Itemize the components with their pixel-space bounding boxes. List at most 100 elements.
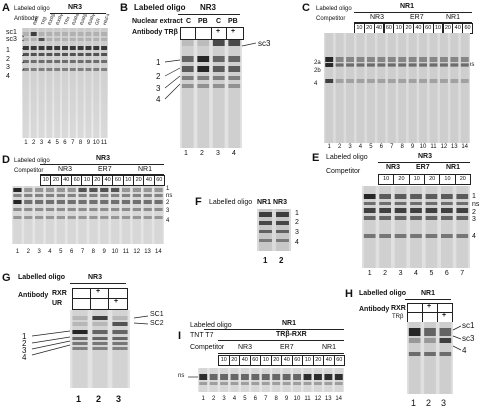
mark-ur: + <box>114 298 119 305</box>
row-ur: UR <box>52 300 63 307</box>
gel-band <box>419 57 428 62</box>
gel-band <box>22 53 29 56</box>
lane-number: 10 <box>293 396 301 402</box>
group-nr3: NR3 <box>58 166 73 173</box>
gel-band <box>111 186 120 244</box>
oligo-bar <box>405 299 451 300</box>
gel-band <box>425 234 438 238</box>
gel-band <box>78 188 87 192</box>
gel-band <box>259 221 272 225</box>
gel-band <box>78 216 87 219</box>
gel-band <box>408 352 421 356</box>
lane-number: 5 <box>59 249 63 255</box>
gel-band <box>62 53 68 56</box>
gel-band <box>261 382 270 385</box>
oligo-label: Labelled oligo <box>209 199 253 206</box>
gel-band <box>439 322 452 394</box>
gel-band <box>440 216 453 220</box>
gel-band <box>419 33 428 143</box>
panel-h: H Labelled oligo NR1 Antibody RXR TRβ + … <box>345 288 480 412</box>
oligo-label: Labeled oligo <box>134 3 186 12</box>
lane-number: 11 <box>430 144 437 150</box>
lane-number: 4 <box>48 249 52 255</box>
band-leaders <box>31 315 149 356</box>
gel-band <box>324 374 333 380</box>
gel-band <box>112 322 128 326</box>
gel-band <box>35 200 44 204</box>
gel-band <box>111 216 120 219</box>
gel-band <box>111 188 120 192</box>
gel-band <box>325 33 334 143</box>
lane-number: 7 <box>264 396 268 402</box>
gel-band <box>30 32 37 36</box>
gel-band <box>69 28 76 138</box>
lane-number: 4 <box>47 140 52 146</box>
gel-band <box>394 234 407 238</box>
gel-image <box>362 186 470 268</box>
gel-band <box>408 64 417 66</box>
gel-band <box>101 32 108 36</box>
gel-band <box>460 63 469 67</box>
lane-number: 8 <box>274 396 278 402</box>
band-3: 3 <box>156 84 161 93</box>
gel-band <box>132 208 141 211</box>
lane-number: 6 <box>69 249 74 255</box>
group-er7: ER7 <box>410 14 424 21</box>
band-3: 3 <box>472 216 476 223</box>
lane-numbers: 1 2 3 4 5 6 7 <box>362 270 470 277</box>
lane-number: 5 <box>243 396 247 402</box>
gel-band <box>38 28 45 138</box>
gel-band <box>456 234 469 238</box>
band-2: 2 <box>156 72 161 81</box>
gel-band <box>394 216 407 220</box>
gel-band <box>143 216 152 219</box>
gel-band <box>408 57 417 62</box>
gel-band <box>335 57 344 62</box>
antibody-label: Antibody <box>14 16 38 22</box>
gel-band <box>154 200 163 204</box>
gel-band <box>46 68 53 71</box>
band-sc1: sc1 <box>462 321 475 330</box>
amount-row: 10 20 40 60 10 20 40 60 10 20 40 60 <box>354 23 473 34</box>
gel-image <box>324 33 470 143</box>
gel-band <box>92 310 108 388</box>
gel-band <box>24 208 33 211</box>
lane-3: 3 <box>216 150 220 157</box>
oligo-name: NR3 <box>200 3 217 12</box>
gel-band <box>45 188 55 192</box>
gel-band <box>72 316 88 320</box>
antibody-label-item: TRα <box>63 15 71 26</box>
mark-rxr: + <box>96 288 101 295</box>
gel-band <box>439 338 452 343</box>
lane-2: 2 <box>200 150 204 157</box>
gel-band <box>92 322 108 326</box>
gel-band <box>379 208 392 213</box>
gel-band <box>22 32 29 36</box>
lane-3: 3 <box>116 394 122 404</box>
gel-band <box>408 322 421 394</box>
gel-band <box>132 186 141 244</box>
gel-band <box>408 328 421 336</box>
lane-1: 1 <box>411 398 417 408</box>
gel-band <box>429 63 438 67</box>
gel-band <box>89 200 98 204</box>
gel-band <box>78 200 87 204</box>
gel-band <box>394 194 407 199</box>
gel-band <box>197 56 210 62</box>
mark-lane4: + <box>231 28 236 35</box>
gel-band <box>377 33 386 143</box>
grid-divider <box>226 27 227 39</box>
lane-number: 9 <box>410 144 415 150</box>
antibody-grid <box>72 288 128 310</box>
gel-band <box>303 374 312 380</box>
gel-band <box>72 330 88 334</box>
gel-band <box>22 28 29 138</box>
lane-number: 10 <box>111 249 119 255</box>
gel-band <box>67 216 76 219</box>
group-bar <box>40 174 164 175</box>
group-nr3: NR3 <box>238 344 253 351</box>
gel-band <box>398 63 407 67</box>
gel-band <box>439 33 448 143</box>
gel-band <box>408 79 417 83</box>
tnt-name: TRβ-RXR <box>276 331 307 338</box>
